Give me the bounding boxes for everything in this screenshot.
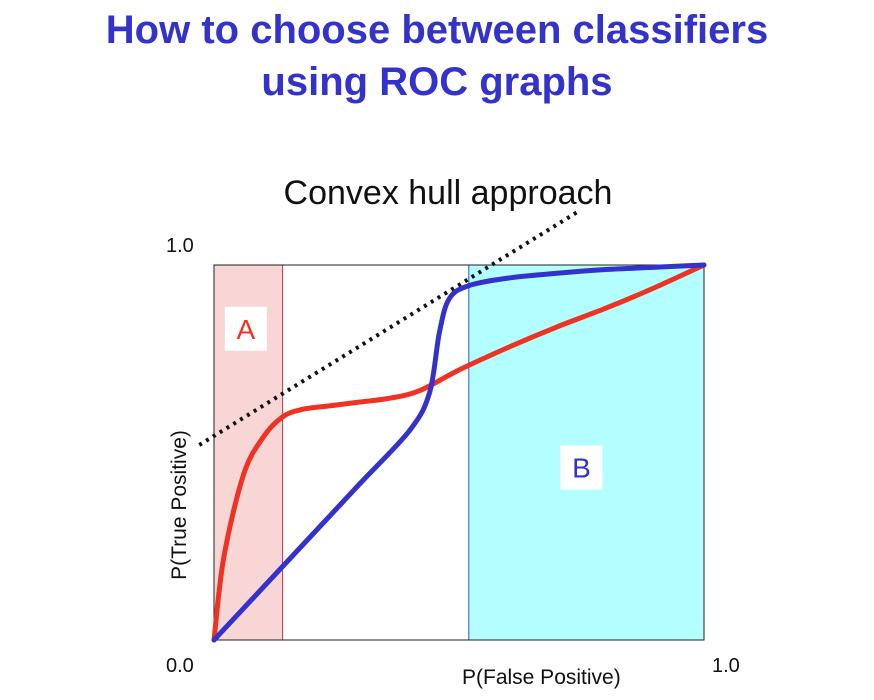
x-tick-label-end: 1.0 [712, 655, 740, 677]
series-red-curve [211, 262, 707, 643]
series-blue-curve [211, 262, 707, 643]
region-label-box-b [560, 445, 603, 490]
series-layer [211, 262, 707, 643]
convex-hull-line [198, 210, 578, 447]
y-tick-label-top: 1.0 [166, 235, 194, 257]
region-label-box-a [224, 306, 267, 351]
y-axis-label: P(True Positive) [168, 430, 191, 580]
chart-subtitle: Convex hull approach [284, 174, 613, 212]
region-label-b: B [572, 453, 591, 484]
regions-layer: AB [213, 264, 705, 641]
x-axis-label: P(False Positive) [462, 666, 621, 689]
plot-frame [213, 264, 705, 641]
region-label-a: A [237, 314, 256, 345]
hull-layer [198, 210, 578, 447]
slide-title: How to choose between classifiers using … [0, 4, 874, 108]
x-tick-label-start: 0.0 [166, 655, 194, 677]
slide-title-line-2: using ROC graphs [261, 60, 613, 104]
slide-title-line-1: How to choose between classifiers [105, 8, 769, 52]
